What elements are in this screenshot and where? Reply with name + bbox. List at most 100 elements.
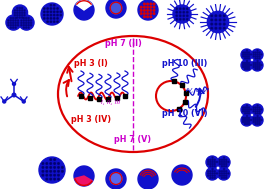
Circle shape xyxy=(176,8,177,9)
Circle shape xyxy=(223,23,225,25)
Circle shape xyxy=(21,25,22,26)
Circle shape xyxy=(3,100,6,103)
Text: pH 3 (IV): pH 3 (IV) xyxy=(71,115,111,124)
Circle shape xyxy=(244,64,246,66)
Circle shape xyxy=(247,119,248,121)
Circle shape xyxy=(219,27,221,29)
Circle shape xyxy=(223,161,225,163)
Circle shape xyxy=(248,56,250,57)
Circle shape xyxy=(244,54,246,55)
Circle shape xyxy=(208,159,209,160)
Circle shape xyxy=(244,123,246,125)
Circle shape xyxy=(210,161,211,163)
Circle shape xyxy=(247,63,248,64)
Circle shape xyxy=(214,175,215,176)
Circle shape xyxy=(255,56,256,57)
Circle shape xyxy=(241,49,252,60)
Circle shape xyxy=(19,15,20,16)
Circle shape xyxy=(106,169,126,189)
Circle shape xyxy=(255,63,256,64)
Circle shape xyxy=(24,12,25,13)
Circle shape xyxy=(53,11,55,12)
Circle shape xyxy=(61,167,63,168)
Circle shape xyxy=(13,22,14,23)
Circle shape xyxy=(186,19,188,20)
Circle shape xyxy=(219,175,220,176)
Circle shape xyxy=(6,15,21,30)
Circle shape xyxy=(17,7,18,9)
Circle shape xyxy=(44,18,45,19)
Circle shape xyxy=(54,174,55,176)
Circle shape xyxy=(253,107,254,108)
Circle shape xyxy=(221,175,222,176)
Circle shape xyxy=(257,56,258,57)
Circle shape xyxy=(21,20,22,21)
Circle shape xyxy=(22,100,25,103)
Circle shape xyxy=(257,64,258,66)
Circle shape xyxy=(214,159,215,160)
Circle shape xyxy=(252,115,263,126)
Circle shape xyxy=(144,10,145,11)
Circle shape xyxy=(23,20,24,21)
Circle shape xyxy=(147,13,148,14)
Circle shape xyxy=(221,177,222,178)
Circle shape xyxy=(173,5,191,23)
Circle shape xyxy=(61,170,63,172)
Circle shape xyxy=(257,58,258,59)
Circle shape xyxy=(247,115,248,116)
Circle shape xyxy=(15,22,16,23)
Circle shape xyxy=(248,118,250,119)
Circle shape xyxy=(19,12,20,13)
Circle shape xyxy=(153,6,155,8)
Circle shape xyxy=(74,0,94,20)
Circle shape xyxy=(54,159,55,160)
Circle shape xyxy=(10,17,11,19)
Circle shape xyxy=(244,58,246,59)
Circle shape xyxy=(180,15,181,16)
Circle shape xyxy=(221,159,222,160)
Circle shape xyxy=(24,10,25,11)
Circle shape xyxy=(247,54,248,55)
Circle shape xyxy=(57,11,58,12)
Circle shape xyxy=(53,8,55,9)
Circle shape xyxy=(22,17,23,18)
Circle shape xyxy=(26,17,27,19)
Circle shape xyxy=(253,54,254,55)
Circle shape xyxy=(150,16,152,18)
Circle shape xyxy=(28,20,29,21)
Text: IV, V, VI: IV, V, VI xyxy=(186,88,210,93)
Circle shape xyxy=(223,171,225,172)
Circle shape xyxy=(259,113,260,114)
Circle shape xyxy=(17,25,19,26)
Circle shape xyxy=(255,54,256,55)
Circle shape xyxy=(153,13,155,14)
Circle shape xyxy=(13,17,14,19)
Circle shape xyxy=(140,6,142,8)
Circle shape xyxy=(53,18,55,19)
Circle shape xyxy=(150,10,152,11)
Circle shape xyxy=(47,14,48,16)
Circle shape xyxy=(244,113,246,114)
Circle shape xyxy=(228,161,229,163)
Circle shape xyxy=(255,119,256,121)
Circle shape xyxy=(28,17,29,19)
Circle shape xyxy=(54,170,55,172)
Circle shape xyxy=(144,6,145,8)
Circle shape xyxy=(147,3,148,5)
Circle shape xyxy=(219,19,221,21)
Circle shape xyxy=(58,178,59,180)
Circle shape xyxy=(248,54,250,55)
Circle shape xyxy=(206,156,218,168)
Circle shape xyxy=(211,19,213,21)
Circle shape xyxy=(223,175,225,176)
Circle shape xyxy=(10,25,11,26)
Circle shape xyxy=(147,10,148,11)
Circle shape xyxy=(44,11,45,12)
Circle shape xyxy=(226,175,227,176)
Circle shape xyxy=(257,68,258,70)
Circle shape xyxy=(13,5,28,20)
Circle shape xyxy=(241,104,252,115)
Circle shape xyxy=(247,68,248,70)
Text: pH 7 (V): pH 7 (V) xyxy=(114,135,152,144)
Circle shape xyxy=(251,119,252,121)
